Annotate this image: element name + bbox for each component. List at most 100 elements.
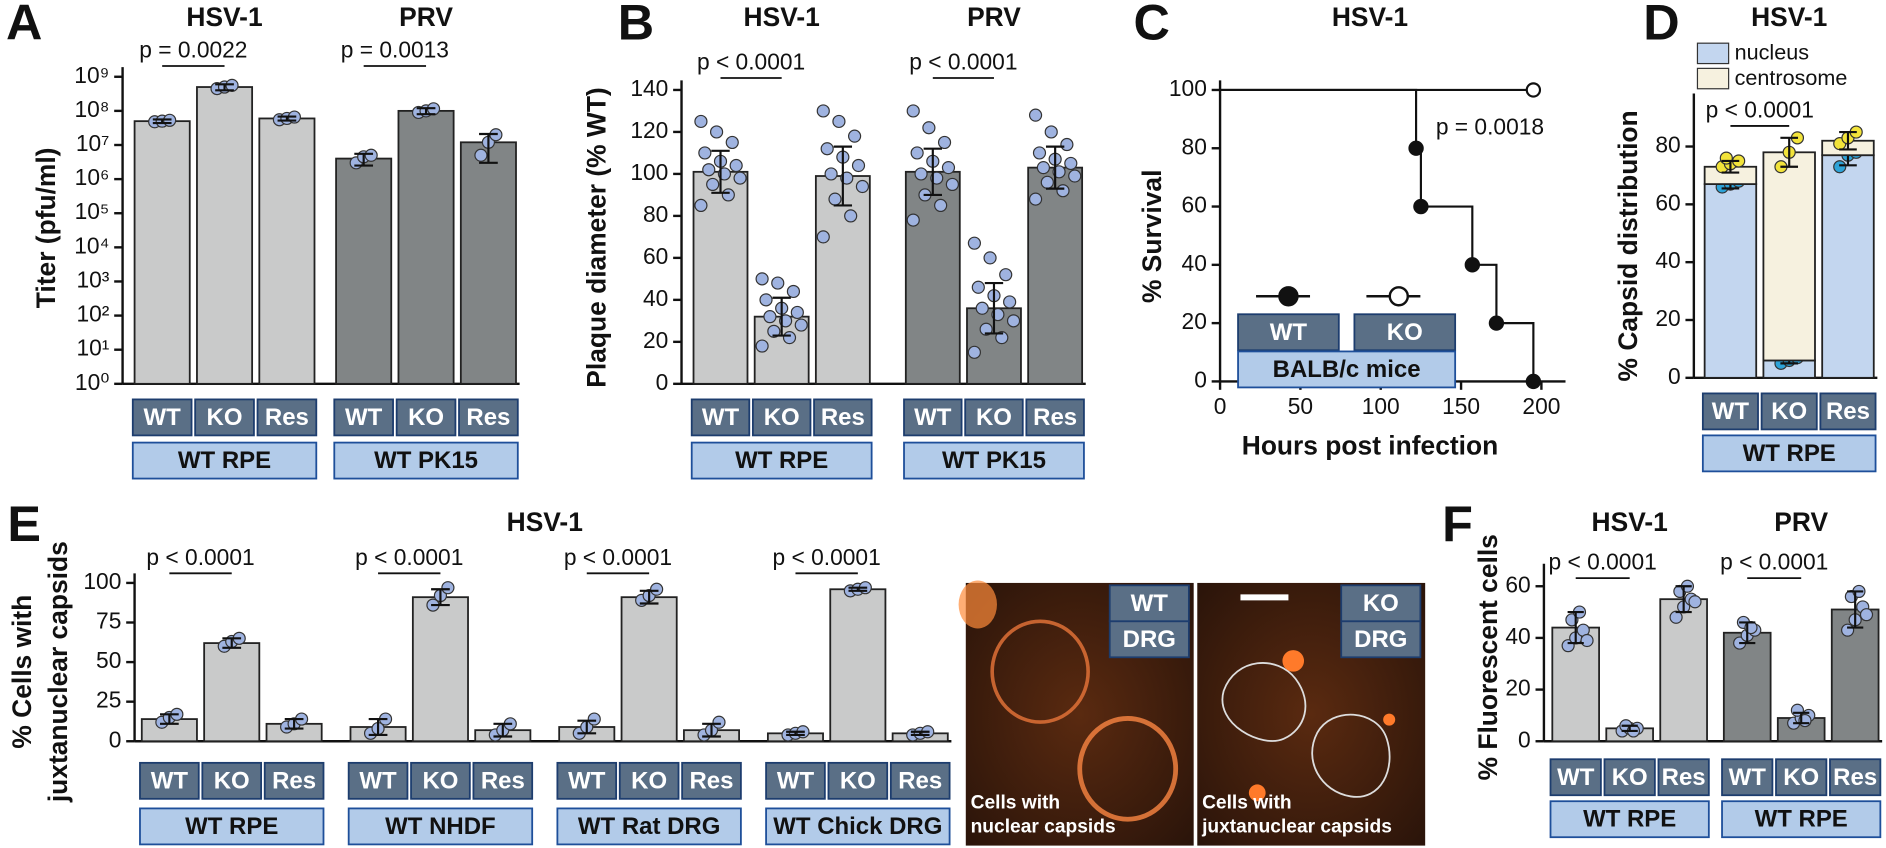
data-point [844,209,858,223]
category-box [458,398,519,437]
group-title: PRV [1774,507,1828,537]
bar [203,642,261,743]
y-tick-label: 0 [656,369,669,395]
y-axis-label: Plaque diameter (% WT) [582,87,612,387]
category-box [472,761,534,800]
bar-segment [1703,183,1758,379]
error-bar [711,149,730,194]
p-value: p < 0.0001 [1706,97,1814,123]
category-box [1353,313,1457,352]
error-bar [702,722,721,738]
group-box [765,807,951,846]
data-point [906,104,920,118]
data-point [1060,137,1074,152]
y-tick-label: 10⁵ [75,198,110,224]
category-label: KO [1363,590,1399,617]
y-tick-label: 50 [96,647,121,673]
data-point [1028,108,1043,122]
y-tick-label: 10² [76,301,109,327]
category-label: Res [481,767,525,794]
category-label: WT [914,404,952,431]
legend-label: nucleus [1735,40,1810,65]
group-box [347,807,534,846]
error-bar [848,586,868,592]
category-box [889,761,951,800]
y-tick-label: 20 [1655,305,1680,331]
bar-segment [1821,154,1875,379]
data-point [967,236,981,250]
category-label: Res [1033,404,1077,431]
group-label: WT PK15 [374,447,478,474]
data-point [847,129,862,143]
error-bar [639,589,659,605]
y-tick-label: 20 [1182,308,1207,334]
data-point [1064,156,1078,171]
error-bar [1675,585,1692,614]
marker [1525,82,1542,98]
category-label: WT [1729,764,1767,791]
image-caption: Cells with [1202,793,1292,814]
category-box [347,761,409,800]
y-tick-label: 120 [630,117,668,143]
group-label: BALB/c mice [1273,356,1421,383]
y-tick-label: 10⁶ [75,164,110,190]
category-label: Res [272,767,316,794]
y-axis-label: juxtanuclear capsids [43,541,73,803]
category-label: WT [568,767,606,794]
group-label: WT RPE [1743,440,1836,467]
group-box [1549,800,1710,839]
error-bar [152,118,172,125]
p-value: p < 0.0001 [564,544,672,570]
data-point [1006,314,1021,328]
bar [904,170,961,385]
error-bar [215,83,234,92]
category-label: WT [144,404,182,431]
error-bar [910,730,930,736]
data-point [855,179,870,194]
legend-label: centrosome [1735,65,1848,90]
error-bar [772,296,791,337]
category-label: WT [1557,764,1595,791]
category-label: WT [1712,398,1750,425]
group-title: PRV [967,2,1021,32]
p-value: p < 0.0001 [355,544,463,570]
y-tick-label: 80 [643,201,668,227]
category-label: WT [151,767,189,794]
category-box [813,398,873,437]
group-title: HSV-1 [744,2,820,32]
marker [1413,198,1429,215]
survival-line [1220,88,1535,382]
x-axis-label: Hours post infection [1242,430,1498,460]
data-point [1056,184,1070,198]
category-box [556,761,618,800]
data-point [820,142,834,156]
marker [1488,315,1505,331]
data-point [1028,192,1043,206]
group-box [556,807,742,846]
panel-label: A [6,0,42,51]
bar [1027,166,1084,385]
y-tick-label: 20 [1505,675,1530,701]
y-tick-label: 20 [643,327,668,353]
category-box [256,398,318,437]
data-point [709,125,724,139]
data-point [1032,146,1047,160]
y-tick-label: 100 [630,159,668,185]
y-tick-label: 40 [643,285,668,311]
marker [1464,257,1480,273]
category-label: KO [422,767,458,794]
y-axis-label: Titer (pfu/ml) [31,148,61,309]
category-box [333,398,394,437]
error-bar [493,722,513,738]
data-point [851,158,866,173]
bar [397,109,455,385]
data-point [755,272,769,286]
data-point [934,198,948,212]
data-point [910,146,924,160]
p-value: p < 0.0001 [773,544,881,570]
data-point [694,114,708,129]
group-box [690,441,873,480]
category-box [410,761,471,800]
y-tick-label: 0 [109,726,122,752]
data-point [971,280,985,294]
